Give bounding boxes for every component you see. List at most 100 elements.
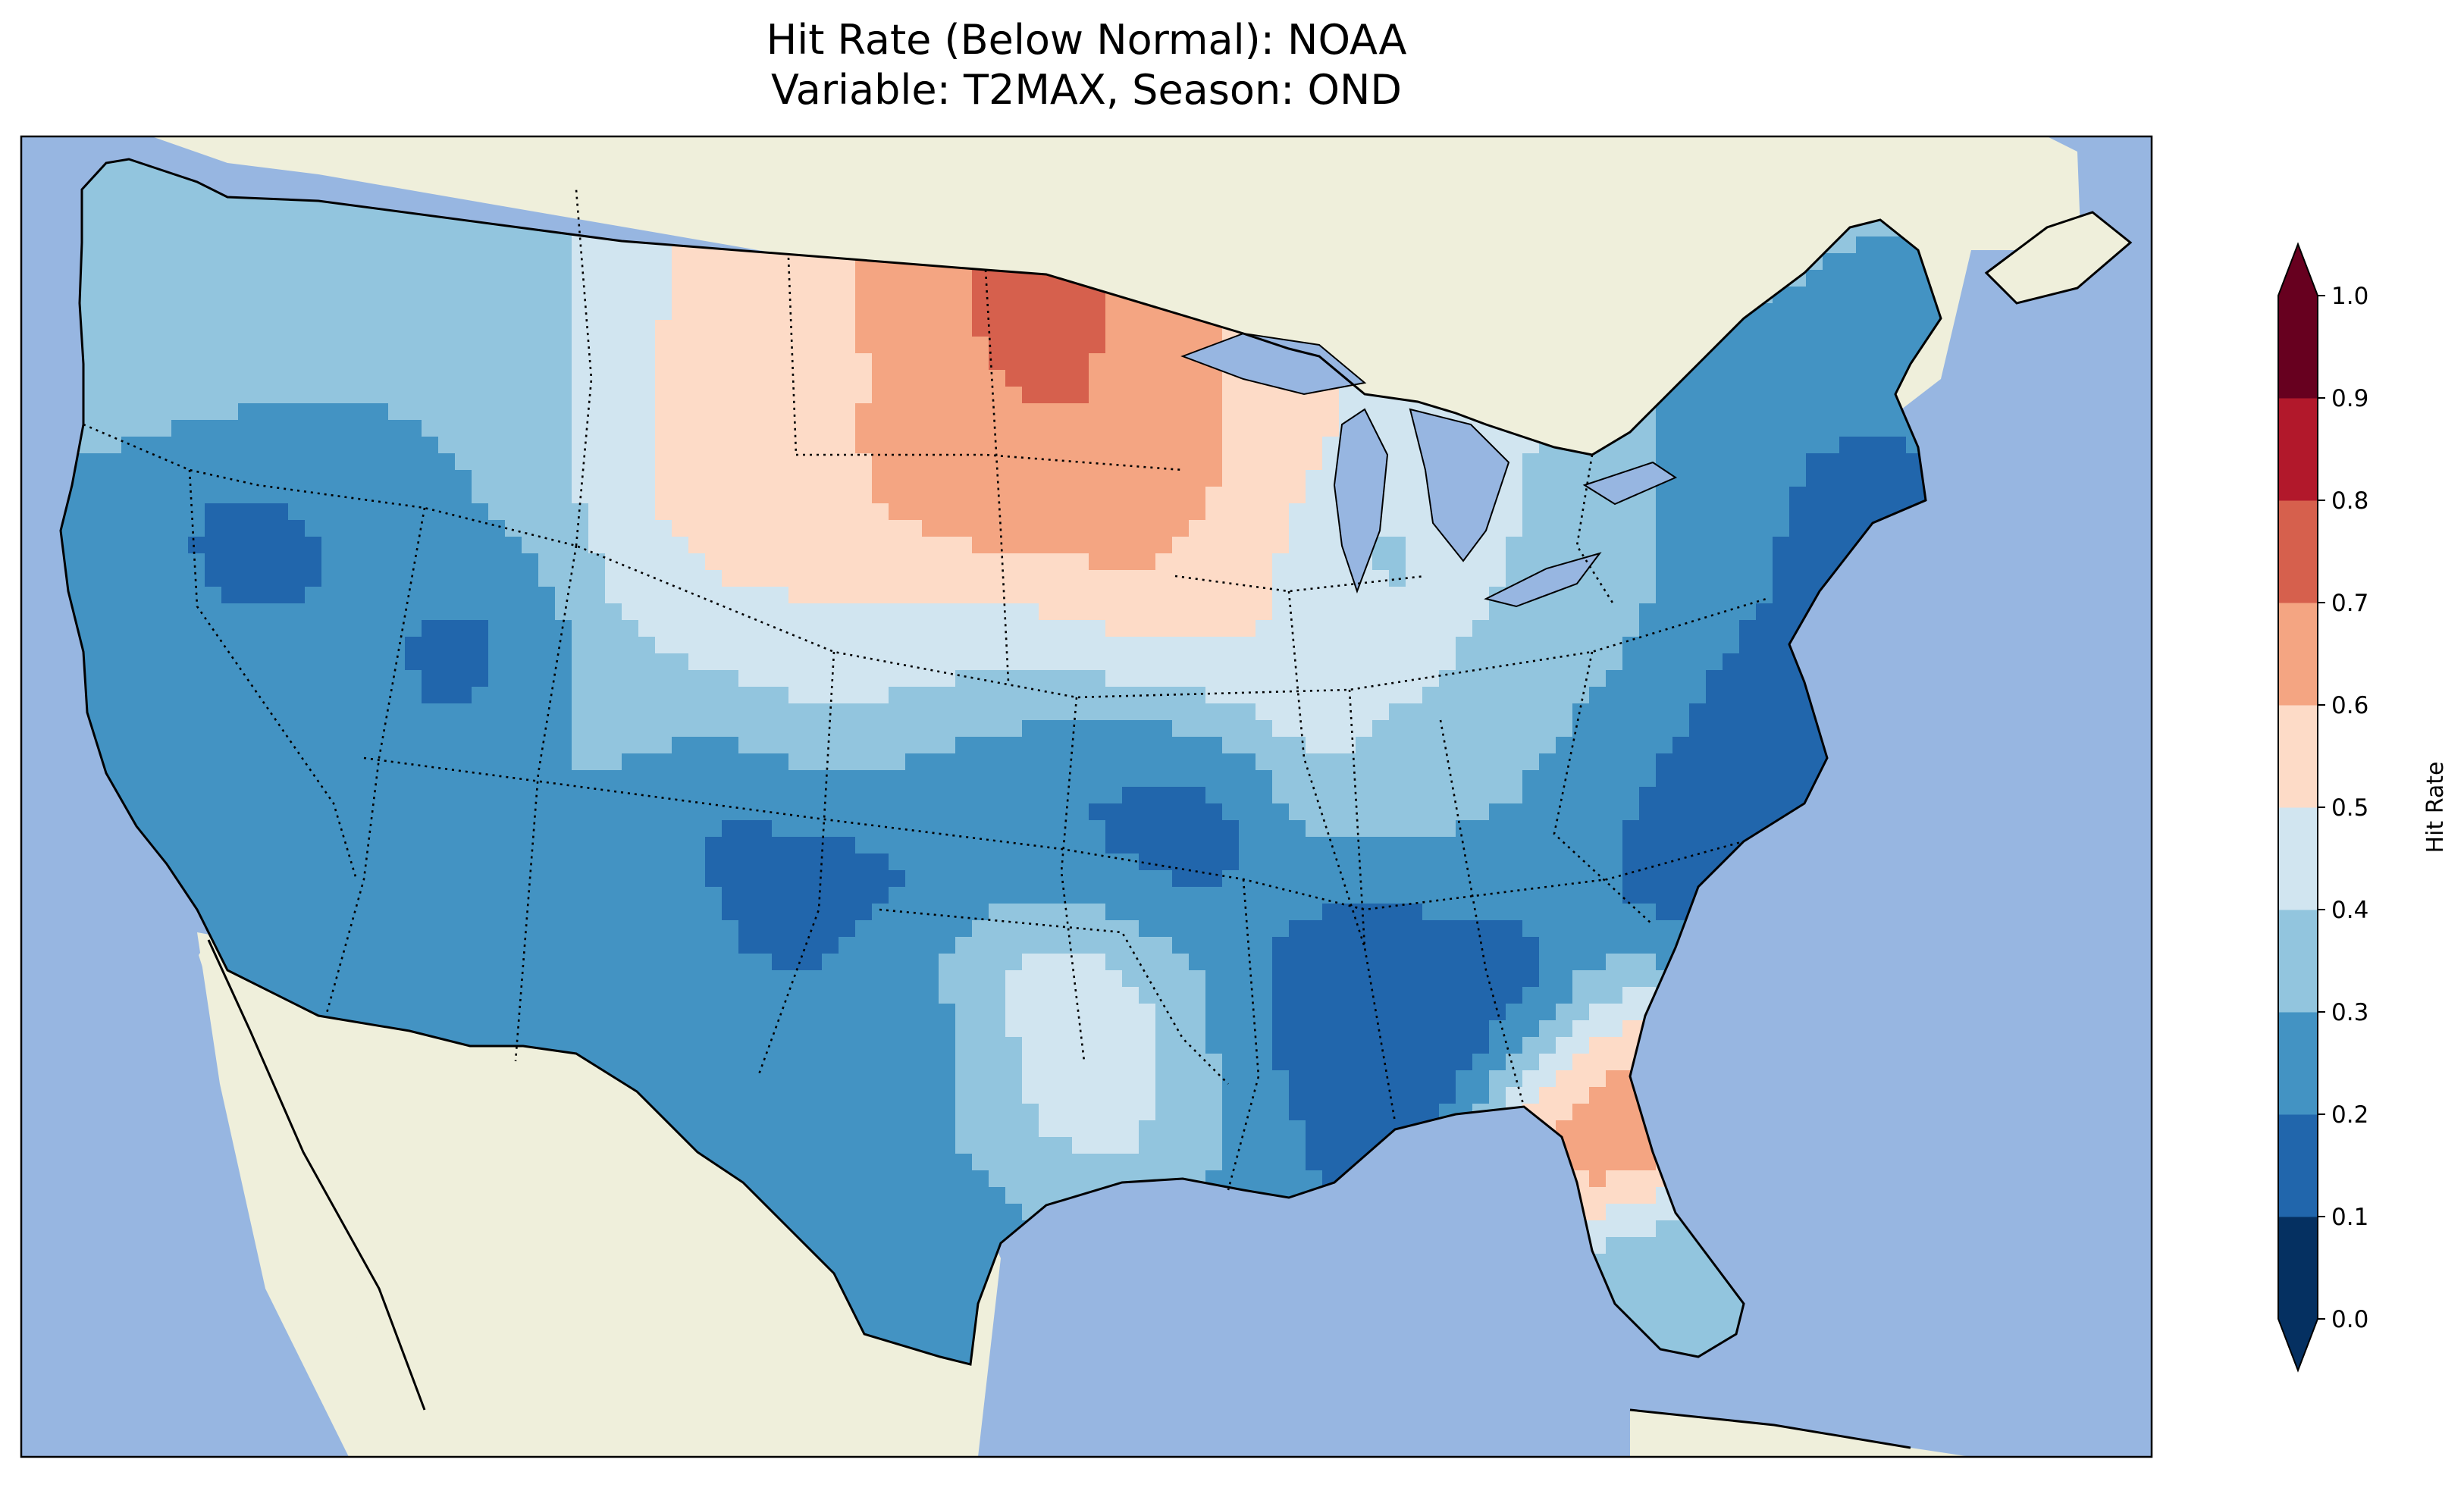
grid-cell xyxy=(1139,753,1156,771)
grid-cell xyxy=(171,370,189,387)
grid-cell xyxy=(839,737,856,754)
grid-cell xyxy=(1439,587,1456,604)
grid-cell xyxy=(1306,570,1323,587)
grid-cell xyxy=(1322,603,1340,621)
grid-cell xyxy=(588,420,606,437)
grid-cell xyxy=(839,420,856,437)
grid-cell xyxy=(705,470,723,487)
grid-cell xyxy=(1122,587,1140,604)
grid-cell xyxy=(1556,737,1573,754)
grid-cell xyxy=(972,670,989,687)
grid-cell xyxy=(1823,353,1840,371)
grid-cell xyxy=(305,320,322,337)
grid-cell xyxy=(1572,637,1590,654)
grid-cell xyxy=(1189,503,1206,521)
grid-cell xyxy=(1422,587,1440,604)
grid-cell xyxy=(772,520,789,537)
grid-cell xyxy=(605,670,622,687)
grid-cell xyxy=(839,703,856,721)
grid-cell xyxy=(989,287,1006,304)
grid-cell xyxy=(1205,603,1223,621)
grid-cell xyxy=(1823,537,1840,554)
grid-cell xyxy=(188,737,205,754)
grid-cell xyxy=(1539,453,1556,471)
grid-cell xyxy=(1556,520,1573,537)
grid-cell xyxy=(505,720,522,738)
grid-cell xyxy=(1873,403,1890,421)
grid-cell xyxy=(121,470,139,487)
grid-cell xyxy=(638,770,656,788)
grid-cell xyxy=(688,370,706,387)
grid-cell xyxy=(922,470,939,487)
grid-cell xyxy=(572,503,589,521)
grid-cell xyxy=(805,653,823,671)
grid-cell xyxy=(955,520,973,537)
grid-cell xyxy=(672,453,689,471)
grid-cell xyxy=(872,320,889,337)
grid-cell xyxy=(822,420,839,437)
grid-cell xyxy=(839,470,856,487)
grid-cell xyxy=(1739,570,1757,587)
grid-cell xyxy=(705,420,723,437)
grid-cell xyxy=(1289,553,1306,571)
grid-cell xyxy=(1839,403,1857,421)
grid-cell xyxy=(1339,620,1356,637)
grid-cell xyxy=(1005,337,1023,354)
grid-cell xyxy=(705,503,723,521)
grid-cell xyxy=(371,587,389,604)
grid-cell xyxy=(1122,303,1140,321)
grid-cell xyxy=(1406,637,1423,654)
grid-cell xyxy=(1055,570,1073,587)
grid-cell xyxy=(972,320,989,337)
grid-cell xyxy=(355,537,372,554)
grid-cell xyxy=(155,220,172,237)
grid-cell xyxy=(305,687,322,704)
grid-cell xyxy=(588,236,606,254)
grid-cell xyxy=(722,637,739,654)
grid-cell xyxy=(889,587,906,604)
grid-cell xyxy=(472,570,489,587)
grid-cell xyxy=(1139,337,1156,354)
grid-cell xyxy=(121,253,139,271)
grid-cell xyxy=(1756,770,1773,788)
grid-cell xyxy=(955,437,973,454)
grid-cell xyxy=(1873,337,1890,354)
grid-cell xyxy=(1022,670,1039,687)
grid-cell xyxy=(855,487,873,504)
grid-cell xyxy=(155,186,172,204)
grid-cell xyxy=(1222,603,1240,621)
grid-cell xyxy=(1122,537,1140,554)
grid-cell xyxy=(155,653,172,671)
grid-cell xyxy=(1873,270,1890,287)
grid-cell xyxy=(1072,720,1089,738)
grid-cell xyxy=(1639,620,1657,637)
grid-cell xyxy=(855,337,873,354)
grid-cell xyxy=(522,620,539,637)
grid-cell xyxy=(88,520,105,537)
grid-cell xyxy=(371,570,389,587)
grid-cell xyxy=(1072,337,1089,354)
grid-cell xyxy=(305,487,322,504)
grid-cell xyxy=(1806,420,1823,437)
grid-cell xyxy=(822,403,839,421)
grid-cell xyxy=(788,620,806,637)
grid-cell xyxy=(271,453,289,471)
grid-cell xyxy=(1622,703,1640,721)
grid-cell xyxy=(772,703,789,721)
grid-cell xyxy=(1756,703,1773,721)
grid-cell xyxy=(305,720,322,738)
grid-cell xyxy=(1239,537,1256,554)
grid-cell xyxy=(605,620,622,637)
grid-cell xyxy=(171,220,189,237)
grid-cell xyxy=(722,520,739,537)
grid-cell xyxy=(338,236,356,254)
grid-cell xyxy=(1739,503,1757,521)
grid-cell xyxy=(672,587,689,604)
grid-cell xyxy=(255,603,272,621)
grid-cell xyxy=(271,520,289,537)
grid-cell xyxy=(722,620,739,637)
grid-cell xyxy=(1572,720,1590,738)
grid-cell xyxy=(388,287,406,304)
grid-cell xyxy=(438,370,456,387)
plot-title: Hit Rate (Below Normal): NOAA Variable: … xyxy=(21,15,2152,115)
